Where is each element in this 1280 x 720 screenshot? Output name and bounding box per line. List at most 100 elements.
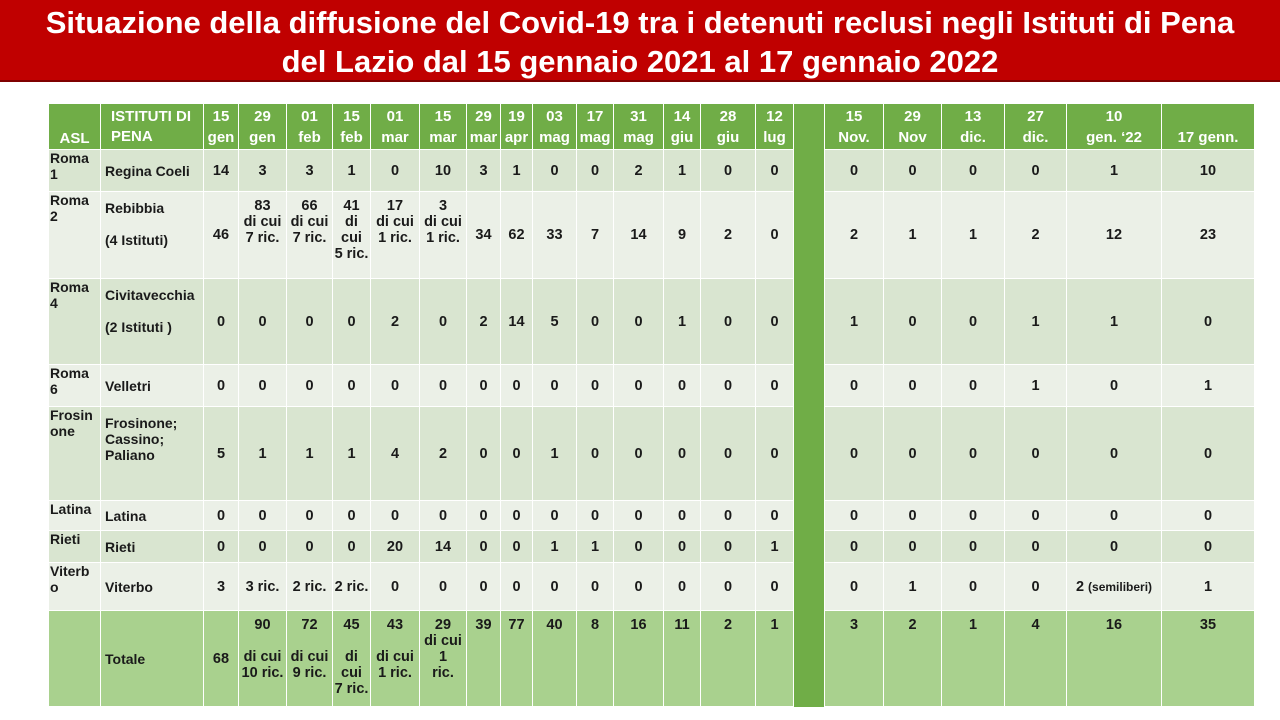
header-date: 15 gen (203, 103, 239, 150)
value-cell: 0 (332, 530, 371, 563)
value-cell: 0 (419, 278, 467, 365)
value-cell: 1 (883, 562, 942, 611)
asl-label: one (50, 423, 75, 439)
total-line: di cui (290, 649, 329, 665)
value-cell: 0 (824, 500, 884, 531)
value-cell: 3 (238, 149, 287, 192)
value-cell: 14 (500, 278, 533, 365)
header-date-month: dic. (1022, 128, 1049, 146)
value-cell: 0 (370, 149, 420, 192)
value-cell: 0 (576, 500, 614, 531)
cell-value: 2 (1075, 578, 1089, 595)
header-date-day: 12 (766, 107, 783, 125)
institute-label: Frosinone; (105, 415, 178, 431)
total-line: 45 (343, 617, 360, 633)
header-date-month: gen (249, 128, 276, 146)
value-cell: 0 (203, 278, 239, 365)
header-date: 01 mar (370, 103, 420, 150)
value-cell: 0 (883, 278, 942, 365)
value-cell: 0 (576, 406, 614, 501)
value-cell: 0 (332, 500, 371, 531)
value-cell: 0 (576, 562, 614, 611)
total-value: 11 (663, 610, 701, 707)
asl-label: o (50, 579, 59, 595)
value-cell: 1 (500, 149, 533, 192)
header-date: 15 Nov. (824, 103, 884, 150)
value-cell: 0 (663, 364, 701, 407)
total-value: 8 (576, 610, 614, 707)
value-cell: 0 (1004, 406, 1067, 501)
header-date: 17 mag (576, 103, 614, 150)
value-cell: 0 (613, 278, 664, 365)
value-cell: 2 (370, 278, 420, 365)
value-cell: 0 (700, 562, 756, 611)
asl-cell: Latina (48, 500, 101, 531)
value-cell: 0 (1066, 500, 1162, 531)
header-date-day: 15 (212, 107, 230, 125)
value-cell: 0 (1004, 500, 1067, 531)
cell-line: 3 (438, 198, 448, 214)
total-value: 72 di cui 9 ric. (286, 610, 333, 707)
value-cell: 46 (203, 191, 239, 279)
value-cell: 0 (824, 149, 884, 192)
value-cell: 1 (1161, 562, 1255, 611)
value-cell: 1 (532, 530, 577, 563)
header-date: 15 feb (332, 103, 371, 150)
header-date-day: 01 (386, 107, 404, 125)
value-cell: 0 (663, 530, 701, 563)
institute-cell: Latina (100, 500, 204, 531)
value-cell: 0 (466, 500, 501, 531)
value-cell: 2 (466, 278, 501, 365)
value-cell: 62 (500, 191, 533, 279)
value-cell: 2 (700, 191, 756, 279)
header-date-month: gen. ‘22 (1086, 128, 1142, 146)
header-date-day: 01 (301, 107, 318, 125)
title-banner: Situazione della diffusione del Covid-19… (0, 0, 1280, 82)
total-value: 2 (700, 610, 756, 707)
value-cell: 0 (755, 149, 794, 192)
header-istituti-line2: PENA (111, 127, 153, 145)
header-date-day: 29 (475, 107, 492, 125)
value-cell: 0 (700, 364, 756, 407)
asl-cell: Roma 1 (48, 149, 101, 192)
value-cell: 5 (532, 278, 577, 365)
cell-note: (semiliberi) (1088, 579, 1153, 594)
total-line (240, 633, 286, 649)
header-date-month: lug (763, 128, 786, 146)
institute-cell: Frosinone; Cassino; Paliano (100, 406, 204, 501)
asl-label: 1 (50, 166, 58, 182)
value-cell: 0 (370, 364, 420, 407)
value-cell: 2 (824, 191, 884, 279)
header-date-month: Nov. (838, 128, 870, 146)
total-value: 3 (824, 610, 884, 707)
cell-line: di cui (424, 214, 462, 230)
cell-line: di cui (376, 214, 414, 230)
value-cell: 0 (466, 406, 501, 501)
asl-label: Rieti (50, 531, 81, 548)
asl-label: 4 (50, 295, 58, 311)
value-cell: 10 (419, 149, 467, 192)
value-cell: 0 (370, 500, 420, 531)
header-date-month: mag (539, 128, 570, 146)
value-cell: 41 di cui 5 ric. (332, 191, 371, 279)
value-cell: 0 (576, 278, 614, 365)
value-cell: 0 (238, 530, 287, 563)
value-cell: 0 (700, 278, 756, 365)
value-cell: 0 (332, 364, 371, 407)
header-asl: ASL (48, 103, 101, 150)
value-cell: 66 di cui 7 ric. (286, 191, 333, 279)
title-line-2: del Lazio dal 15 gennaio 2021 al 17 genn… (281, 44, 999, 79)
value-cell: 0 (755, 191, 794, 279)
asl-label: 2 (50, 208, 58, 224)
value-cell: 2 ric. (286, 562, 333, 611)
cell-line: di cui (341, 214, 362, 246)
value-cell: 0 (883, 364, 942, 407)
institute-label: Rieti (105, 538, 136, 555)
value-cell: 0 (286, 278, 333, 365)
total-line: 1 (438, 649, 448, 665)
value-cell: 0 (941, 562, 1005, 611)
value-cell: 0 (466, 562, 501, 611)
total-line: 1 ric. (378, 665, 412, 681)
header-date-month: dic. (960, 128, 986, 146)
total-line: 10 ric. (241, 665, 284, 681)
